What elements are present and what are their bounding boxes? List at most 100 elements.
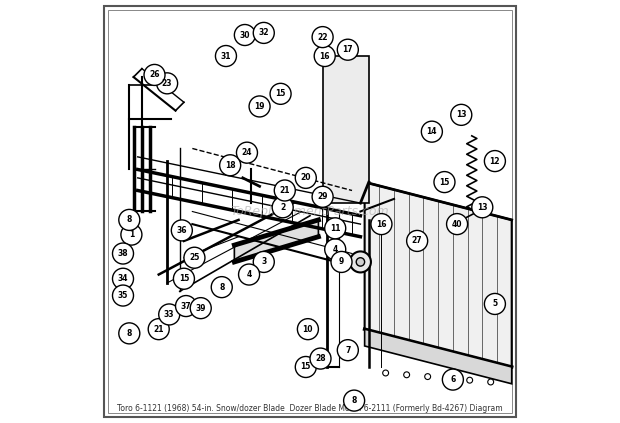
Circle shape xyxy=(112,285,133,306)
Text: 13: 13 xyxy=(477,203,487,212)
Circle shape xyxy=(174,268,195,289)
Circle shape xyxy=(488,379,494,385)
Circle shape xyxy=(157,73,177,94)
Circle shape xyxy=(472,197,493,218)
Text: 8: 8 xyxy=(219,283,224,291)
Text: 9: 9 xyxy=(339,258,344,266)
Text: 10: 10 xyxy=(303,325,313,334)
Circle shape xyxy=(270,83,291,104)
Polygon shape xyxy=(365,329,512,384)
Text: 24: 24 xyxy=(242,148,252,157)
Text: ToReplacementParts.com: ToReplacementParts.com xyxy=(231,205,389,218)
Text: 40: 40 xyxy=(452,220,463,228)
Circle shape xyxy=(216,46,236,66)
Text: 22: 22 xyxy=(317,33,328,41)
Circle shape xyxy=(159,304,180,325)
Circle shape xyxy=(295,168,316,188)
Circle shape xyxy=(175,296,197,316)
Text: 30: 30 xyxy=(239,30,250,39)
Text: 1: 1 xyxy=(129,230,134,239)
Circle shape xyxy=(119,323,140,344)
Text: 4: 4 xyxy=(332,245,338,254)
Text: 28: 28 xyxy=(315,354,326,363)
Text: 26: 26 xyxy=(149,70,160,80)
Text: 15: 15 xyxy=(301,363,311,371)
Circle shape xyxy=(148,319,169,340)
Circle shape xyxy=(443,369,463,390)
Circle shape xyxy=(325,218,346,239)
Text: 3: 3 xyxy=(261,258,267,266)
Text: 35: 35 xyxy=(118,291,128,300)
Text: 38: 38 xyxy=(118,249,128,258)
Circle shape xyxy=(112,268,133,289)
Text: 34: 34 xyxy=(118,274,128,283)
Text: 33: 33 xyxy=(164,310,174,319)
Circle shape xyxy=(383,370,389,376)
Circle shape xyxy=(337,39,358,60)
Circle shape xyxy=(446,376,451,381)
Circle shape xyxy=(467,377,472,383)
Text: 36: 36 xyxy=(177,226,187,235)
Polygon shape xyxy=(234,220,319,262)
Circle shape xyxy=(356,258,365,266)
Text: 14: 14 xyxy=(427,127,437,136)
Polygon shape xyxy=(322,56,369,203)
Circle shape xyxy=(190,298,211,319)
Text: 2: 2 xyxy=(280,203,285,212)
Circle shape xyxy=(272,197,293,218)
Text: 21: 21 xyxy=(154,325,164,334)
Text: 37: 37 xyxy=(180,302,192,310)
Text: 17: 17 xyxy=(342,45,353,54)
Text: 27: 27 xyxy=(412,236,422,245)
Circle shape xyxy=(253,251,274,272)
Circle shape xyxy=(337,340,358,361)
Circle shape xyxy=(112,243,133,264)
Text: 25: 25 xyxy=(189,253,200,262)
Text: 7: 7 xyxy=(345,346,350,354)
Circle shape xyxy=(312,27,333,48)
Text: 19: 19 xyxy=(254,102,265,111)
Circle shape xyxy=(274,180,295,201)
Text: 12: 12 xyxy=(490,157,500,165)
Text: 23: 23 xyxy=(162,79,172,88)
Text: 20: 20 xyxy=(301,173,311,182)
Text: 18: 18 xyxy=(225,161,236,170)
Circle shape xyxy=(484,151,505,172)
Circle shape xyxy=(121,224,142,245)
Circle shape xyxy=(236,142,257,163)
Circle shape xyxy=(371,214,392,235)
Circle shape xyxy=(253,22,274,44)
Circle shape xyxy=(234,25,255,46)
Text: 15: 15 xyxy=(440,178,450,187)
Circle shape xyxy=(314,46,335,66)
Text: 21: 21 xyxy=(280,186,290,195)
Text: 15: 15 xyxy=(179,274,189,283)
Circle shape xyxy=(325,239,346,260)
Circle shape xyxy=(484,294,505,314)
Text: 11: 11 xyxy=(330,224,340,233)
Text: Toro 6-1121 (1968) 54-in. Snow/dozer Blade  Dozer Blade Model 6-2111 (Formerly B: Toro 6-1121 (1968) 54-in. Snow/dozer Bla… xyxy=(117,404,503,413)
Circle shape xyxy=(298,319,319,340)
Circle shape xyxy=(119,209,140,231)
Circle shape xyxy=(310,348,331,369)
Text: 32: 32 xyxy=(259,28,269,37)
Circle shape xyxy=(425,374,431,379)
Text: 6: 6 xyxy=(450,375,456,384)
Text: 8: 8 xyxy=(352,396,357,405)
Polygon shape xyxy=(365,182,512,367)
Circle shape xyxy=(404,372,410,378)
Circle shape xyxy=(407,231,428,251)
Text: 8: 8 xyxy=(126,215,132,225)
Circle shape xyxy=(144,64,165,85)
Circle shape xyxy=(171,220,192,241)
Circle shape xyxy=(422,121,443,142)
Circle shape xyxy=(239,264,260,285)
Circle shape xyxy=(211,277,232,298)
Circle shape xyxy=(249,96,270,117)
Text: 29: 29 xyxy=(317,192,328,201)
Circle shape xyxy=(343,390,365,411)
Text: 5: 5 xyxy=(492,299,497,308)
Circle shape xyxy=(434,172,455,192)
Text: 15: 15 xyxy=(275,89,286,98)
Text: 39: 39 xyxy=(195,304,206,313)
